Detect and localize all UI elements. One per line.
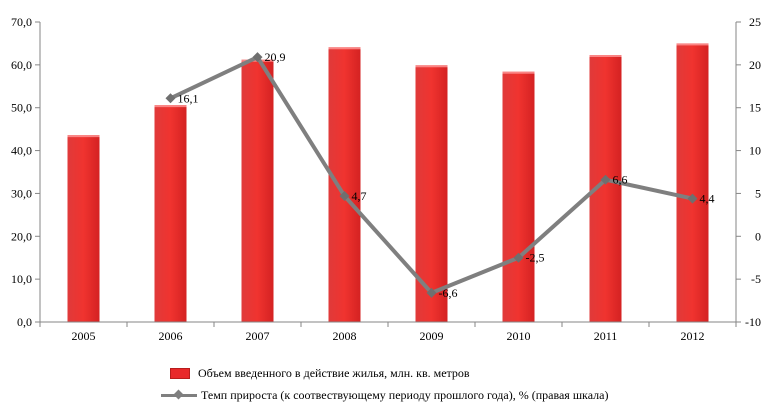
- legend-swatch-line: [161, 389, 197, 400]
- right-tick-label: 5: [755, 186, 761, 200]
- data-label-2006: 16,1: [178, 91, 199, 105]
- line-layer: [165, 52, 698, 298]
- legend-label-line: Темп прироста (к соотвествующему периоду…: [201, 387, 609, 402]
- bars-layer: [67, 43, 709, 323]
- bar-2010: [502, 71, 535, 322]
- bar-2008: [328, 47, 361, 323]
- left-tick-label: 40,0: [11, 144, 32, 158]
- left-tick-label: 70,0: [11, 15, 32, 29]
- right-tick-label: 10: [749, 144, 761, 158]
- x-tick-label: 2005: [72, 329, 96, 343]
- bar-2006: [154, 105, 187, 323]
- x-tick-label: 2012: [681, 329, 705, 343]
- x-tick-label: 2007: [246, 329, 270, 343]
- left-tick-label: 10,0: [11, 272, 32, 286]
- legend: Объем введенного в действие жилья, млн. …: [161, 362, 609, 406]
- x-tick-label: 2011: [594, 329, 618, 343]
- axes-layer: 0,0 10,0 20,0 30,0 40,0 50,0 60,0 70,0 -10 -5 0 5 10…: [11, 15, 761, 343]
- right-tick-label: 0: [755, 229, 761, 243]
- bar-2012: [676, 43, 709, 323]
- bar-top-highlight-2011: [589, 55, 622, 57]
- growth-point-2011: [600, 174, 611, 185]
- right-tick-label: 15: [749, 101, 761, 115]
- legend-swatch-bar: [170, 367, 190, 379]
- left-tick-label: 20,0: [11, 229, 32, 243]
- bar-top-highlight-2006: [154, 105, 187, 108]
- x-tick-label: 2009: [420, 329, 444, 343]
- bar-2007: [241, 59, 274, 322]
- growth-point-2007: [252, 52, 263, 63]
- growth-point-2008: [339, 191, 350, 201]
- legend-item-bar: Объем введенного в действие жилья, млн. …: [170, 362, 608, 384]
- legend-label-bar: Объем введенного в действие жилья, млн. …: [198, 365, 470, 380]
- bar-top-highlight-2005: [67, 135, 100, 138]
- bar-2009: [415, 65, 448, 323]
- data-label-2010: -2,5: [526, 251, 545, 265]
- x-tick-label: 2006: [159, 329, 183, 343]
- x-tick-label: 2008: [333, 329, 357, 343]
- data-label-2008: 4,7: [352, 189, 367, 203]
- right-tick-label: 20: [749, 58, 761, 72]
- left-tick-label: 50,0: [11, 101, 32, 115]
- bar-top-highlight-2012: [676, 43, 709, 46]
- legend-item-line: Темп прироста (к соотвествующему периоду…: [161, 384, 609, 406]
- bar-2005: [67, 135, 100, 322]
- growth-point-2012: [687, 193, 698, 204]
- data-label-2011: 6,6: [613, 173, 628, 187]
- bar-top-highlight-2010: [502, 71, 535, 74]
- left-tick-label: 60,0: [11, 58, 32, 72]
- data-label-2009: -6,6: [439, 286, 458, 300]
- right-tick-label: 25: [749, 15, 761, 29]
- data-label-2012: 4,4: [700, 192, 715, 206]
- data-labels-layer: 16,1 20,9 4,7 -6,6 -2,5 6,6 4,4: [178, 50, 715, 300]
- bar-top-highlight-2009: [415, 65, 448, 68]
- left-tick-label: 30,0: [11, 186, 32, 200]
- x-tick-label: 2010: [507, 329, 531, 343]
- data-label-2007: 20,9: [265, 50, 286, 64]
- growth-point-2009: [426, 287, 437, 298]
- bar-top-highlight-2008: [328, 47, 361, 50]
- left-tick-label: 0,0: [17, 315, 32, 329]
- growth-point-2006: [165, 93, 176, 104]
- right-tick-label: -5: [751, 272, 761, 286]
- right-tick-label: -10: [745, 315, 761, 329]
- growth-point-2010: [513, 252, 524, 263]
